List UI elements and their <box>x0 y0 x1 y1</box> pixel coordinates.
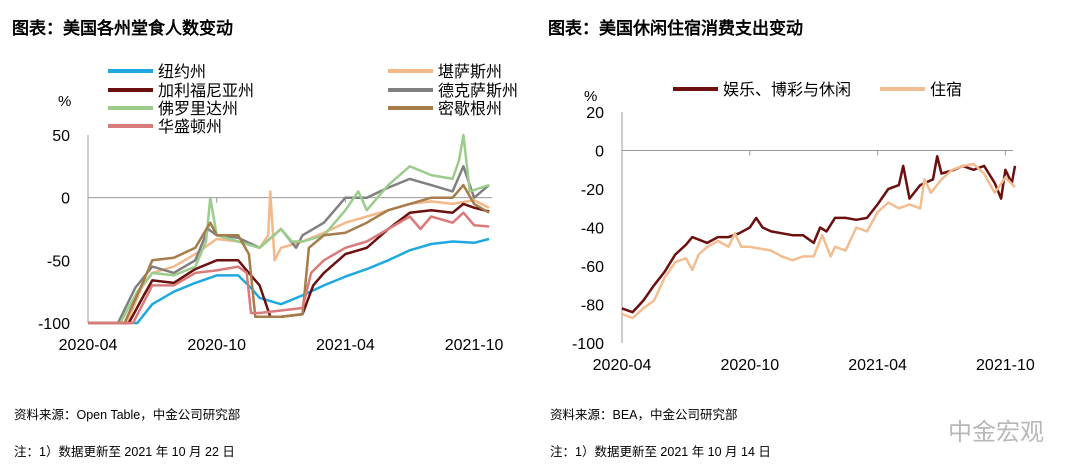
c0-series-line-3 <box>88 165 490 325</box>
c1-x-tick-label: 2020-04 <box>593 357 652 374</box>
c1-legend-label-1: 住宿 <box>930 81 962 99</box>
c0-y-tick-label: 0 <box>61 191 70 208</box>
c1-x-tick-label: 2020-10 <box>720 357 779 374</box>
c1-legend-label-0: 娱乐、博彩与休闲 <box>723 81 851 99</box>
c0-y-tick-label: -50 <box>47 253 70 270</box>
watermark: 中金宏观 <box>948 419 1044 446</box>
c0-x-tick-label: 2021-10 <box>445 337 504 354</box>
c0-y-tick-label: 50 <box>52 128 70 145</box>
c0-legend-label-4: 佛罗里达州 <box>158 100 238 118</box>
c0-series-line-5 <box>88 183 490 325</box>
c1-y-tick-label: -40 <box>581 221 604 238</box>
right-chart-title: 图表：美国休闲住宿消费支出变动 <box>548 19 803 38</box>
right-source: 资料来源：BEA，中金公司研究部 <box>550 408 738 422</box>
c1-y-tick-label: 0 <box>595 144 604 161</box>
c0-series-line-6 <box>88 211 490 325</box>
c1-y-tick-label: -20 <box>581 182 604 199</box>
c1-series-line-0 <box>621 155 1017 314</box>
c0-series-line-2 <box>88 202 490 325</box>
c1-y-tick-label: -60 <box>581 259 604 276</box>
c1-y-tick-label: 20 <box>586 105 604 122</box>
c0-x-tick-label: 2020-04 <box>59 337 118 354</box>
c1-x-tick-label: 2021-10 <box>976 357 1035 374</box>
c0-series-line-0 <box>88 237 490 325</box>
c0-y-tick-label: -100 <box>38 316 70 333</box>
c1-series-line-1 <box>621 162 1016 320</box>
c0-legend-label-6: 华盛顿州 <box>158 118 222 136</box>
c0-series-line-4 <box>88 133 490 325</box>
c1-y-unit-label: % <box>584 88 597 105</box>
left-chart-title: 图表：美国各州堂食人数变动 <box>12 19 233 38</box>
c0-legend-label-3: 德克萨斯州 <box>438 82 518 100</box>
c1-x-tick-label: 2021-04 <box>848 357 907 374</box>
c0-y-unit-label: % <box>58 93 71 110</box>
c1-y-tick-label: -100 <box>572 336 604 353</box>
c0-legend-label-5: 密歇根州 <box>438 100 502 118</box>
c0-x-tick-label: 2020-10 <box>187 337 246 354</box>
c0-x-tick-label: 2021-04 <box>316 337 375 354</box>
c0-legend-label-0: 纽约州 <box>158 63 206 81</box>
right-note: 注：1）数据更新至 2021 年 10 月 14 日 <box>550 445 771 459</box>
left-note: 注：1）数据更新至 2021 年 10 月 22 日 <box>14 445 235 459</box>
c0-legend-label-1: 堪萨斯州 <box>438 63 502 81</box>
c0-legend-label-2: 加利福尼亚州 <box>158 82 254 100</box>
left-source: 资料来源：Open Table，中金公司研究部 <box>14 408 241 422</box>
c1-y-tick-label: -80 <box>581 298 604 315</box>
